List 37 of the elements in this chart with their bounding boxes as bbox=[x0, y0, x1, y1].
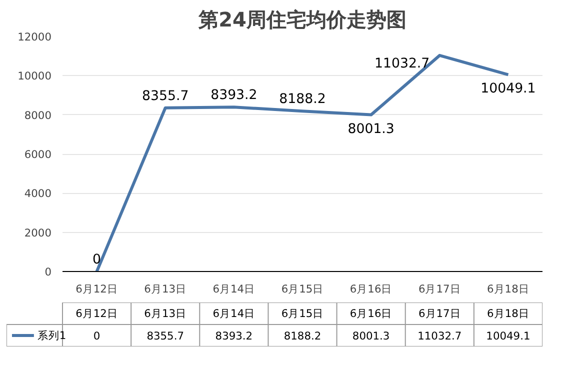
x-tick-label: 6月12日 bbox=[76, 282, 118, 296]
x-tick-label: 6月16日 bbox=[350, 282, 392, 296]
data-label: 10049.1 bbox=[486, 330, 530, 342]
data-label: 8188.2 bbox=[284, 330, 322, 342]
data-label: 8001.3 bbox=[352, 330, 390, 342]
category-label: 6月15日 bbox=[281, 307, 324, 320]
category-label: 6月18日 bbox=[487, 307, 530, 320]
text: 11032.7 bbox=[374, 56, 430, 72]
legend-label: 系列1 bbox=[37, 329, 66, 342]
text: 8188.2 bbox=[279, 92, 326, 108]
x-tick-label: 6月14日 bbox=[212, 282, 256, 296]
text: 0 bbox=[92, 252, 102, 268]
category-label: 6月13日 bbox=[144, 307, 187, 320]
x-tick-label: 6月15日 bbox=[281, 282, 324, 296]
category-label: 6月16日 bbox=[350, 307, 392, 320]
y-tick-label: 6000 bbox=[24, 148, 52, 161]
chart-title: 第24周住宅均价走势图 bbox=[198, 8, 406, 32]
y-tick-label: 10000 bbox=[18, 70, 52, 83]
data-label: 8393.2 bbox=[215, 330, 253, 342]
y-tick-label: 8000 bbox=[24, 108, 52, 122]
x-tick-label: 6月17日 bbox=[418, 282, 461, 296]
x-tick-label: 6月13日 bbox=[144, 282, 187, 296]
y-tick-label: 12000 bbox=[18, 30, 52, 44]
category-label: 6月12日 bbox=[76, 307, 118, 320]
text: 8393.2 bbox=[210, 88, 258, 104]
y-tick-label: 0 bbox=[44, 266, 52, 278]
data-label: 8355.7 bbox=[146, 330, 184, 342]
text: 8355.7 bbox=[142, 88, 189, 104]
y-tick-label: 2000 bbox=[24, 226, 52, 240]
text: 10049.1 bbox=[480, 82, 536, 97]
data-label: 0 bbox=[93, 330, 100, 342]
category-label: 6月17日 bbox=[418, 307, 461, 320]
y-tick-label: 4000 bbox=[24, 187, 52, 200]
x-tick-label: 6月18日 bbox=[487, 282, 530, 296]
text: 8001.3 bbox=[348, 122, 394, 137]
data-label: 11032.7 bbox=[418, 330, 462, 342]
category-label: 6月14日 bbox=[212, 307, 256, 320]
